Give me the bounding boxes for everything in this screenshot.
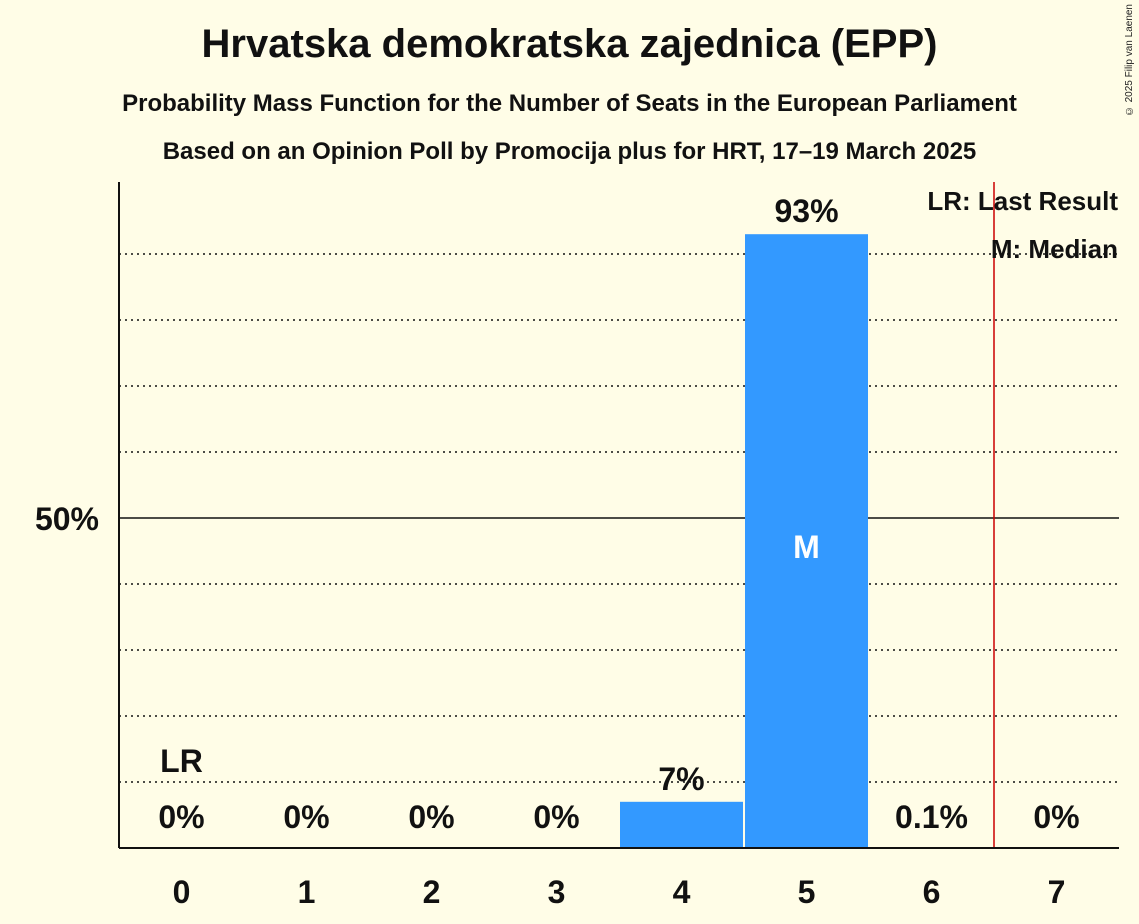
value-label: 0%	[158, 799, 204, 835]
value-label: 0%	[408, 799, 454, 835]
value-label: 93%	[774, 193, 838, 229]
legend-median: M: Median	[991, 234, 1118, 264]
x-tick-label: 7	[1048, 874, 1066, 910]
value-label: 0.1%	[895, 799, 968, 835]
x-tick-label: 4	[673, 874, 691, 910]
x-tick-label: 6	[923, 874, 941, 910]
value-label: 7%	[658, 761, 704, 797]
bar-4	[620, 801, 743, 848]
median-marker: M	[793, 529, 820, 565]
x-tick-label: 0	[173, 874, 191, 910]
x-tick-label: 5	[798, 874, 816, 910]
chart-subtitle: Probability Mass Function for the Number…	[122, 90, 1017, 117]
value-label: 0%	[533, 799, 579, 835]
legend-last-result: LR: Last Result	[927, 186, 1118, 216]
chart-title: Hrvatska demokratska zajednica (EPP)	[201, 22, 938, 66]
chart-source: Based on an Opinion Poll by Promocija pl…	[162, 138, 977, 165]
value-label: 0%	[1033, 799, 1079, 835]
y-tick-label: 50%	[35, 501, 99, 537]
value-label: 0%	[283, 799, 329, 835]
bar-5	[745, 234, 868, 848]
x-tick-label: 3	[548, 874, 566, 910]
last-result-marker: LR	[160, 743, 203, 779]
x-tick-label: 1	[298, 874, 316, 910]
x-tick-label: 2	[423, 874, 441, 910]
